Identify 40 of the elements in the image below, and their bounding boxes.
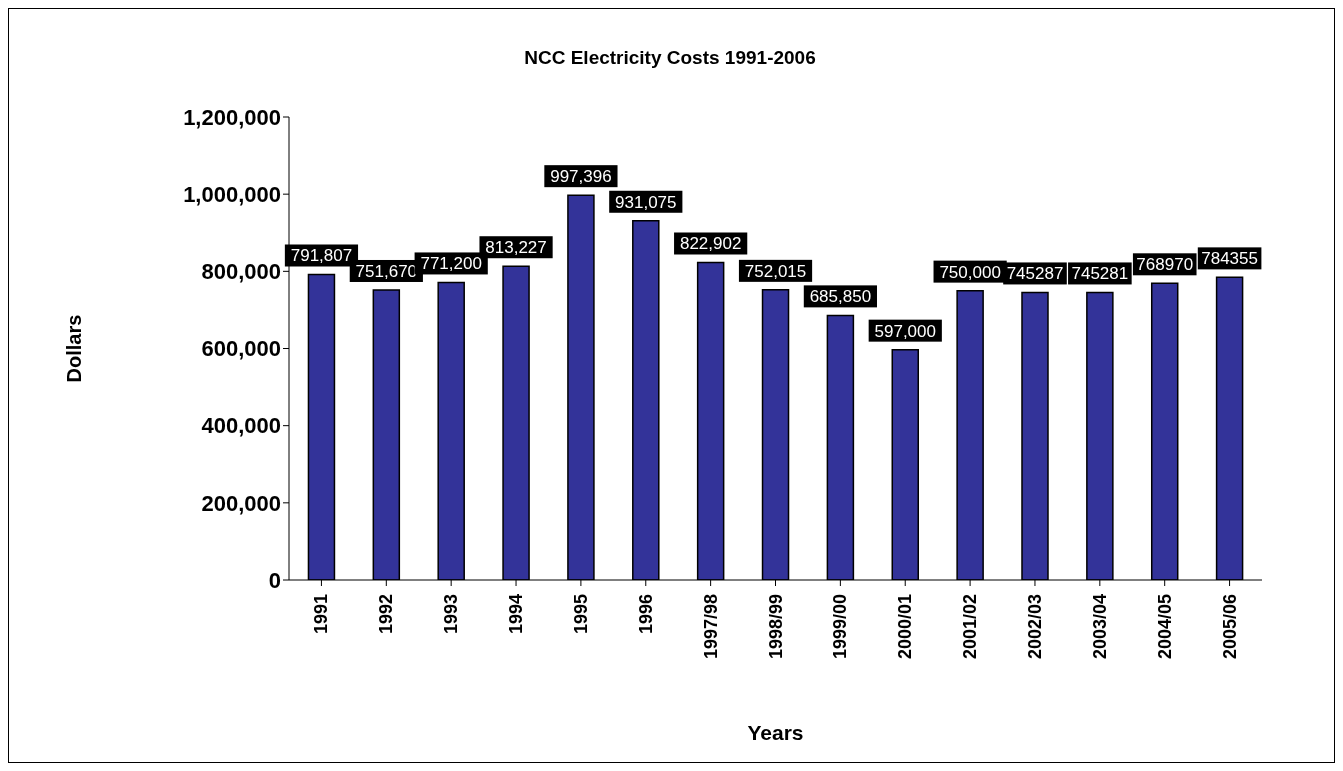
y-tick-label: 1,200,000 <box>183 104 281 130</box>
data-label: 784355 <box>1201 249 1258 269</box>
x-tick-label: 1999/00 <box>830 594 851 660</box>
data-label: 745281 <box>1071 264 1129 284</box>
data-label: 768970 <box>1136 255 1194 275</box>
chart-title: NCC Electricity Costs 1991-2006 <box>524 47 816 68</box>
x-tick-label: 1995 <box>570 594 591 635</box>
x-tick-label: 2003/04 <box>1089 594 1110 660</box>
data-label: 791,807 <box>290 246 353 266</box>
data-label: 771,200 <box>420 254 482 274</box>
y-tick-label: 200,000 <box>201 490 281 516</box>
data-label: 750,000 <box>939 262 1001 282</box>
x-tick-label: 1991 <box>311 594 332 635</box>
x-tick-label: 1997/98 <box>700 594 721 660</box>
x-tick-label: 1998/99 <box>765 594 786 660</box>
data-label: 685,850 <box>809 287 872 307</box>
data-label: 997,396 <box>550 167 612 187</box>
data-label: 752,015 <box>744 261 807 281</box>
data-label: 813,227 <box>485 238 547 258</box>
data-label: 751,670 <box>355 261 418 281</box>
x-tick-label: 1994 <box>506 594 527 635</box>
data-label: 597,000 <box>874 321 936 341</box>
x-axis-title: Years <box>747 721 804 744</box>
y-tick-label: 600,000 <box>201 336 281 362</box>
y-axis-title: Dollars <box>63 314 86 383</box>
x-tick-label: 1993 <box>441 594 462 635</box>
x-tick-label: 2002/03 <box>1024 594 1045 660</box>
y-tick-label: 800,000 <box>201 259 281 285</box>
data-label: 931,075 <box>615 192 677 212</box>
x-tick-label: 1992 <box>376 594 397 635</box>
y-tick-label: 400,000 <box>201 413 281 439</box>
y-tick-label: 1,000,000 <box>183 181 281 207</box>
data-label: 745287 <box>1006 264 1064 284</box>
y-tick-label: 0 <box>268 567 281 593</box>
x-tick-label: 2005/06 <box>1219 594 1240 660</box>
data-label: 822,902 <box>679 234 742 254</box>
x-tick-label: 1996 <box>635 594 656 635</box>
x-tick-label: 2001/02 <box>960 594 981 660</box>
x-tick-label: 2000/01 <box>895 594 916 660</box>
x-tick-label: 2004/05 <box>1154 594 1175 660</box>
